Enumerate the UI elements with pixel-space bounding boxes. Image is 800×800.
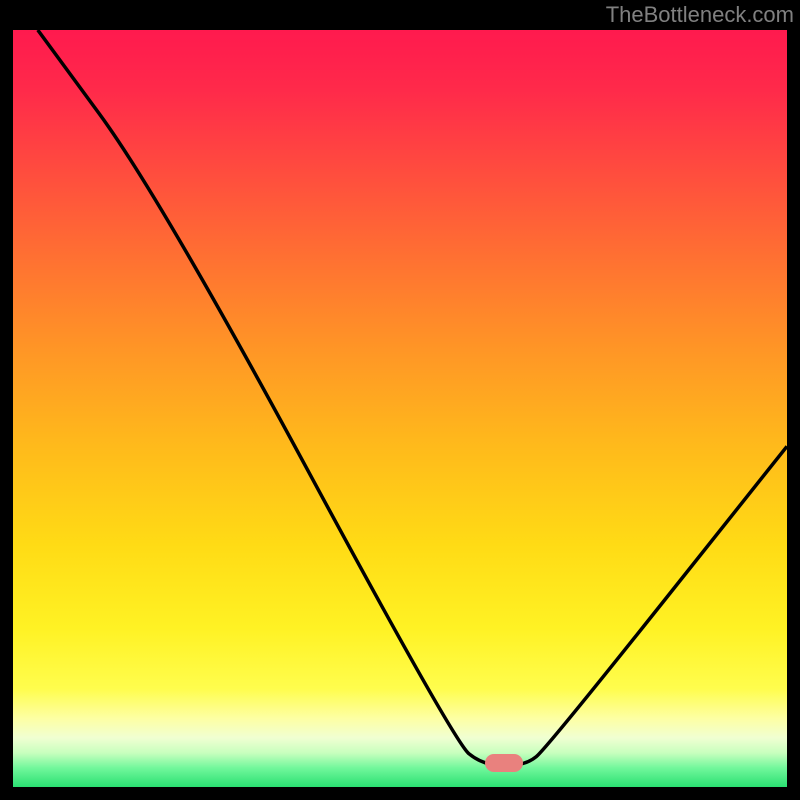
- curve-path: [38, 30, 787, 766]
- optimal-marker: [485, 754, 523, 772]
- plot-area: [13, 30, 787, 787]
- watermark-text: TheBottleneck.com: [606, 2, 794, 28]
- bottleneck-curve: [13, 30, 787, 787]
- chart-frame: TheBottleneck.com: [0, 0, 800, 800]
